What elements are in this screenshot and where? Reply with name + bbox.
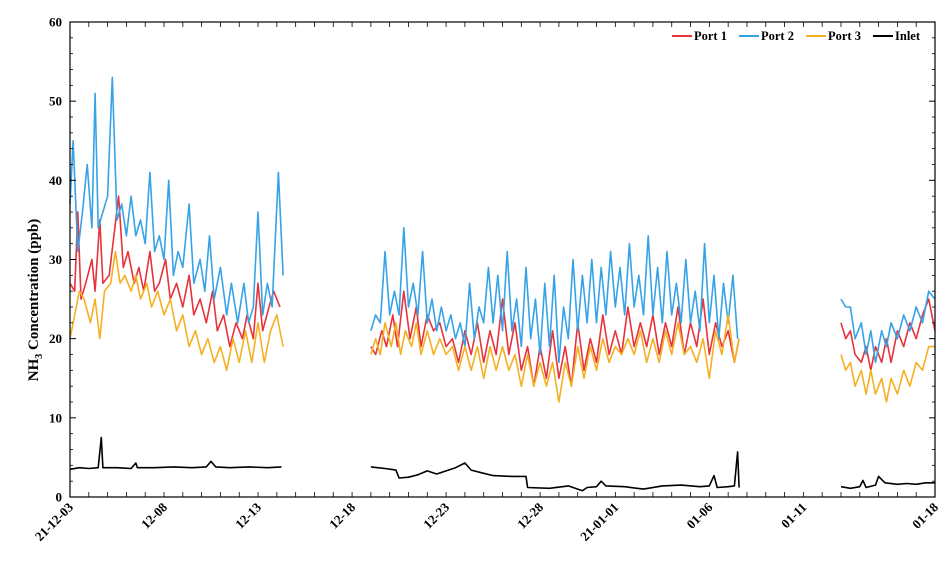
y-tick-label: 50 bbox=[49, 94, 62, 109]
x-axis-tick-labels: 21-12-03 12-08 12-13 12-18 12-23 12-28 21-01-0… bbox=[32, 499, 942, 544]
x-tick-label: 01-06 bbox=[683, 499, 715, 531]
y-axis-tick-labels: 0 10 20 30 40 50 60 bbox=[49, 15, 62, 505]
x-tick-label: 01-18 bbox=[909, 499, 941, 531]
series-line bbox=[69, 195, 936, 387]
x-tick-label: 12-18 bbox=[326, 499, 358, 531]
legend-label: Port 3 bbox=[828, 29, 861, 43]
legend-label: Port 1 bbox=[694, 29, 727, 43]
series-inlet bbox=[69, 436, 935, 492]
y-axis-label-species: NH bbox=[26, 358, 42, 381]
series-port-2 bbox=[69, 76, 936, 364]
y-axis-label-subscript: 3 bbox=[34, 354, 45, 359]
series-lines-group bbox=[69, 76, 936, 492]
x-tick-label: 21-01-01 bbox=[577, 500, 621, 544]
series-port-3 bbox=[69, 250, 935, 403]
series-line bbox=[69, 76, 936, 364]
y-tick-label: 60 bbox=[49, 15, 62, 30]
y-axis-ticks bbox=[70, 21, 935, 498]
legend-label: Port 2 bbox=[761, 29, 794, 43]
x-tick-label: 01-11 bbox=[778, 500, 810, 532]
series-line bbox=[69, 436, 935, 492]
legend: Port 1 Port 2 Port 3 Inlet bbox=[672, 29, 921, 43]
y-axis-label-text: Concentration (ppb) bbox=[26, 219, 42, 350]
x-axis-ticks bbox=[69, 22, 936, 497]
x-tick-label: 12-28 bbox=[514, 499, 546, 531]
y-axis-label: NH3 Concentration (ppb) bbox=[26, 219, 45, 382]
y-tick-label: 10 bbox=[49, 410, 62, 425]
y-tick-label: 0 bbox=[56, 490, 63, 505]
legend-label: Inlet bbox=[895, 29, 921, 43]
series-line bbox=[69, 250, 935, 403]
y-tick-label: 20 bbox=[49, 331, 62, 346]
x-tick-label: 12-23 bbox=[420, 499, 452, 531]
y-tick-label: 30 bbox=[49, 252, 62, 267]
x-tick-label: 12-08 bbox=[138, 499, 170, 531]
series-port-1 bbox=[69, 195, 936, 387]
x-tick-label: 21-12-03 bbox=[32, 499, 77, 544]
x-tick-label: 12-13 bbox=[232, 499, 264, 531]
y-tick-label: 40 bbox=[49, 173, 62, 188]
